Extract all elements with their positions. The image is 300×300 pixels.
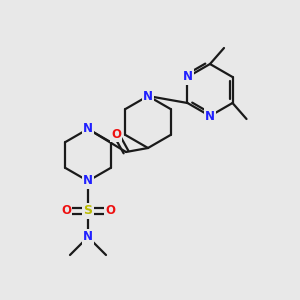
Text: N: N — [83, 230, 93, 244]
Text: N: N — [182, 70, 193, 83]
Text: N: N — [143, 89, 153, 103]
Text: N: N — [83, 175, 93, 188]
Text: S: S — [83, 205, 92, 218]
Text: O: O — [111, 128, 121, 140]
Text: N: N — [205, 110, 215, 122]
Text: O: O — [61, 205, 71, 218]
Text: O: O — [105, 205, 115, 218]
Text: N: N — [83, 122, 93, 136]
